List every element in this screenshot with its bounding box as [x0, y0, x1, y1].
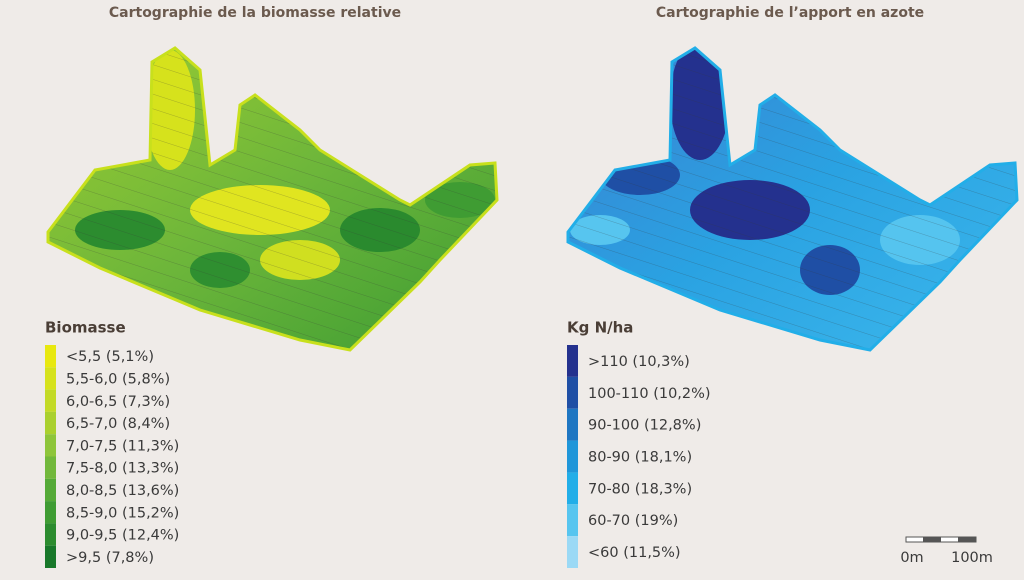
legend-swatch — [45, 523, 56, 546]
legend-swatch — [567, 472, 578, 505]
legend-swatch — [45, 389, 56, 412]
legend-swatch — [45, 434, 56, 457]
legend-swatch — [45, 367, 56, 390]
legend-label: 7,5-8,0 (13,3%) — [66, 461, 179, 477]
legend-label: 90-100 (12,8%) — [588, 418, 701, 434]
legend-label: 8,0-8,5 (13,6%) — [66, 483, 179, 499]
map-title: Cartographie de l’apport en azote — [656, 5, 924, 21]
legend-label: 6,5-7,0 (8,4%) — [66, 416, 170, 432]
legend-label: <5,5 (5,1%) — [66, 349, 154, 365]
nitrogen-map — [566, 46, 1019, 352]
legend-swatch — [567, 345, 578, 377]
scale-label: 0m — [900, 550, 923, 566]
legend-label: <60 (11,5%) — [588, 545, 681, 561]
legend-title: Biomasse — [45, 319, 126, 337]
legend-swatch — [45, 411, 56, 435]
legend-swatch — [567, 504, 578, 537]
biomass-map — [46, 46, 499, 352]
legend-swatch — [45, 345, 56, 368]
legend-label: 80-90 (18,1%) — [588, 450, 692, 466]
legend-label: >110 (10,3%) — [588, 354, 690, 370]
legend-title: Kg N/ha — [567, 319, 633, 337]
legend-swatch — [45, 545, 56, 568]
legend-label: >9,5 (7,8%) — [66, 550, 154, 566]
legend-label: 7,0-7,5 (11,3%) — [66, 438, 179, 454]
scale-label: 100m — [951, 550, 993, 566]
legend-label: 60-70 (19%) — [588, 513, 678, 529]
legend-label: 6,0-6,5 (7,3%) — [66, 394, 170, 410]
legend-label: 8,5-9,0 (15,2%) — [66, 505, 179, 521]
map-title: Cartographie de la biomasse relative — [109, 5, 401, 21]
legend-label: 9,0-9,5 (12,4%) — [66, 528, 179, 544]
legend-swatch — [567, 376, 578, 409]
legend-swatch — [45, 501, 56, 524]
legend-swatch — [45, 456, 56, 479]
legend-label: 100-110 (10,2%) — [588, 386, 711, 402]
legend-label: 70-80 (18,3%) — [588, 481, 692, 497]
legend-swatch — [567, 536, 578, 568]
legend-swatch — [45, 478, 56, 502]
legend-swatch — [567, 408, 578, 441]
legend-label: 5,5-6,0 (5,8%) — [66, 371, 170, 387]
scale-bar: 0m 100m — [900, 536, 993, 566]
legend-swatch — [567, 440, 578, 473]
